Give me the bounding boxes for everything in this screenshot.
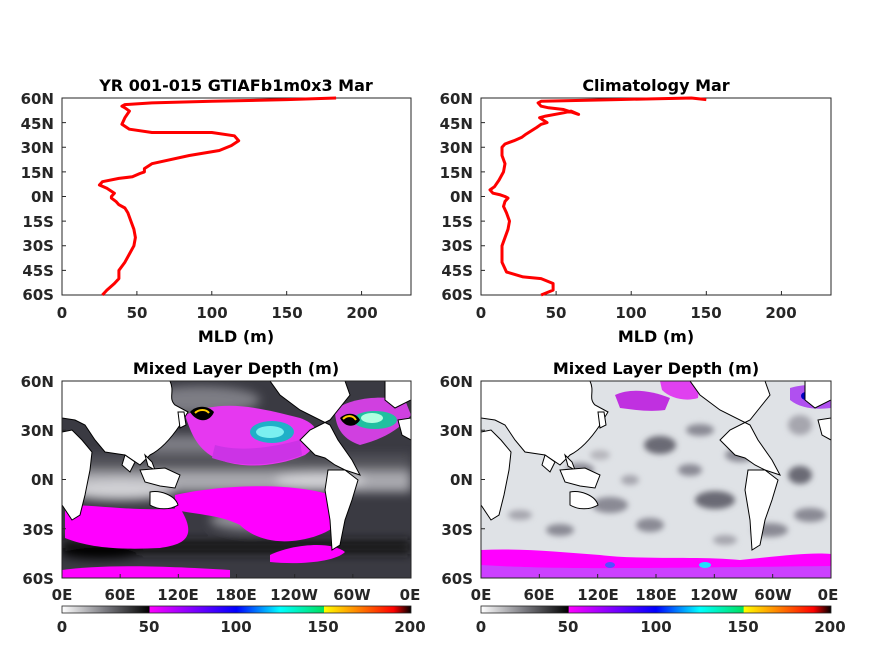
xtick-0: 0 (57, 304, 67, 322)
ytick-30s: 30S (22, 237, 54, 255)
land-masses (62, 381, 411, 551)
ytick-30s: 30S (441, 237, 473, 255)
colorbar (61, 605, 412, 614)
axis-ticks (480, 380, 832, 579)
land-masses (481, 381, 831, 551)
xtick-50: 50 (546, 304, 567, 322)
ytick-30n: 30N (21, 422, 54, 440)
xtick-0e-end: 0E (400, 586, 421, 604)
colorbar-tick-200: 200 (394, 618, 425, 636)
xtick-120e: 120E (577, 586, 619, 604)
xtick-0: 0 (476, 304, 486, 322)
ytick-30s: 30S (22, 521, 54, 539)
plot-area (61, 97, 412, 296)
xtick-100: 100 (615, 304, 646, 322)
panel-climatology-profile: Climatology Mar 60N 45N 30N 15N 0N 15S 3… (440, 76, 832, 346)
panel-model-map: Mixed Layer Depth (m) (21, 359, 426, 636)
xtick-60w: 60W (754, 586, 792, 604)
ytick-45n: 45N (21, 115, 54, 133)
ytick-60s: 60S (22, 286, 54, 304)
deep-mixing-bands (62, 397, 411, 578)
panel-climatology-title: Climatology Mar (582, 76, 729, 95)
axis-ticks (480, 97, 782, 296)
colorbar-tick-50: 50 (558, 618, 579, 636)
xtick-150: 150 (690, 304, 721, 322)
colorbar-tick-50: 50 (139, 618, 160, 636)
colorbar-tick-150: 150 (727, 618, 758, 636)
xtick-60e: 60E (104, 586, 135, 604)
colorbar-tick-100: 100 (220, 618, 251, 636)
xtick-150: 150 (271, 304, 302, 322)
ytick-15n: 15N (440, 164, 473, 182)
axis-ticks (61, 380, 412, 579)
ytick-45s: 45S (22, 262, 54, 280)
xtick-50: 50 (127, 304, 148, 322)
xtick-0e: 0E (471, 586, 492, 604)
xtick-200: 200 (346, 304, 377, 322)
xtick-0e: 0E (52, 586, 73, 604)
ytick-60n: 60N (21, 373, 54, 391)
ytick-30n: 30N (21, 139, 54, 157)
xlabel: MLD (m) (618, 327, 694, 346)
ytick-45s: 45S (441, 262, 473, 280)
ytick-15s: 15S (22, 213, 54, 231)
xtick-180e: 180E (635, 586, 677, 604)
map-climatology-title: Mixed Layer Depth (m) (553, 359, 759, 378)
ytick-15n: 15N (21, 164, 54, 182)
panel-climatology-map: Mixed Layer Depth (m) (440, 359, 846, 636)
ytick-0n: 0N (450, 471, 473, 489)
ytick-15s: 15S (441, 213, 473, 231)
xtick-0e-end: 0E (818, 586, 839, 604)
colorbar-tick-100: 100 (640, 618, 671, 636)
axis-ticks (61, 97, 363, 296)
colorbar (480, 605, 832, 614)
ytick-60s: 60S (441, 286, 473, 304)
xtick-60w: 60W (333, 586, 371, 604)
ytick-0n: 0N (31, 471, 54, 489)
colorbar-tick-0: 0 (57, 618, 67, 636)
ytick-30n: 30N (440, 422, 473, 440)
deep-mixing-bands (481, 381, 831, 578)
xtick-180e: 180E (215, 586, 257, 604)
colorbar-tick-200: 200 (814, 618, 845, 636)
ytick-60n: 60N (440, 373, 473, 391)
ytick-0n: 0N (450, 188, 473, 206)
series-line-model (97, 96, 337, 297)
ytick-60s: 60S (441, 570, 473, 588)
ytick-45n: 45N (440, 115, 473, 133)
ytick-30s: 30S (441, 521, 473, 539)
series-line-climatology (488, 96, 707, 297)
xtick-100: 100 (196, 304, 227, 322)
xtick-120e: 120E (157, 586, 199, 604)
xlabel: MLD (m) (198, 327, 274, 346)
map-model-title: Mixed Layer Depth (m) (133, 359, 339, 378)
map-field (62, 381, 411, 578)
xtick-120w: 120W (690, 586, 738, 604)
panel-model-title: YR 001-015 GTIAFb1m0x3 Mar (98, 76, 373, 95)
ytick-60s: 60S (22, 570, 54, 588)
xtick-200: 200 (765, 304, 796, 322)
plot-area (480, 97, 832, 296)
panel-model-profile: YR 001-015 GTIAFb1m0x3 Mar 60N 45N 30N 1… (21, 76, 412, 346)
ytick-60n: 60N (21, 90, 54, 108)
ytick-60n: 60N (440, 90, 473, 108)
ytick-0n: 0N (31, 188, 54, 206)
map-field (481, 381, 831, 578)
colorbar-tick-150: 150 (307, 618, 338, 636)
colorbar-tick-0: 0 (476, 618, 486, 636)
xtick-60e: 60E (523, 586, 554, 604)
xtick-120w: 120W (270, 586, 318, 604)
ytick-30n: 30N (440, 139, 473, 157)
